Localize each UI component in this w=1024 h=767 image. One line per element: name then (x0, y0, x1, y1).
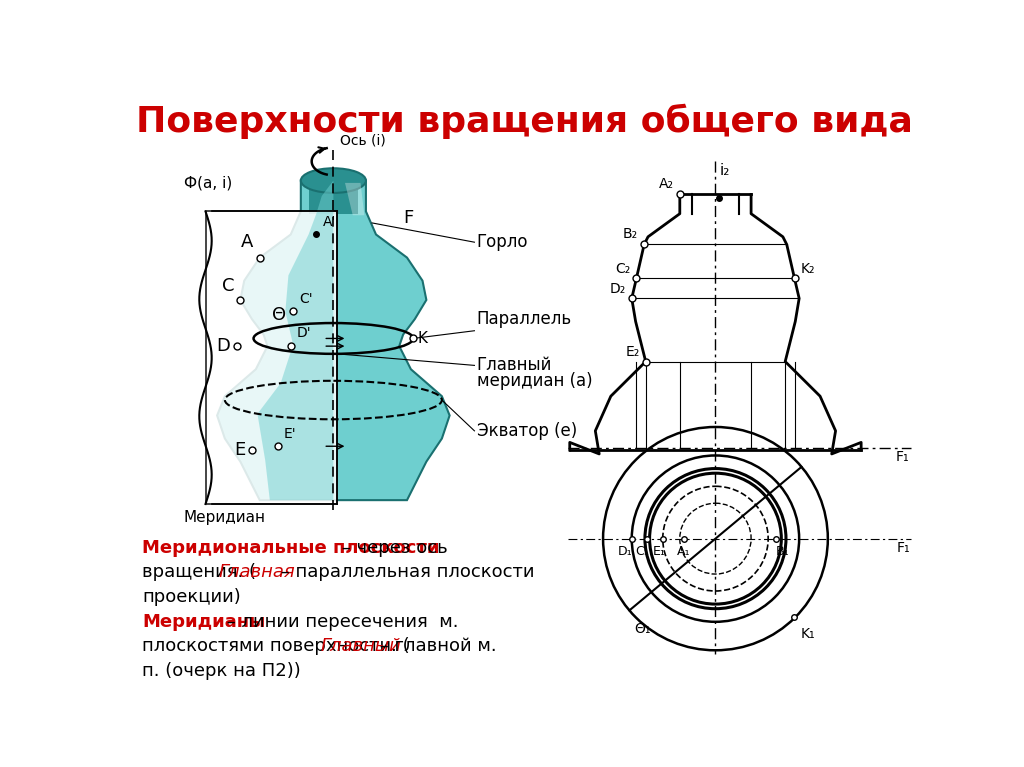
Text: Поверхности вращения общего вида: Поверхности вращения общего вида (136, 104, 913, 139)
Text: F: F (403, 209, 414, 226)
Text: E': E' (284, 427, 296, 441)
Text: – главной м.: – главной м. (374, 637, 497, 655)
Text: A': A' (323, 215, 336, 229)
Text: E₁: E₁ (653, 545, 666, 558)
Text: п. (очерк на П2)): п. (очерк на П2)) (142, 662, 301, 680)
Text: Главный: Главный (477, 357, 552, 374)
Text: Меридиан: Меридиан (183, 509, 266, 525)
Text: D₂: D₂ (609, 282, 626, 296)
Text: A₁: A₁ (677, 545, 690, 558)
Text: Параллель: Параллель (477, 310, 571, 328)
Text: Θ₁: Θ₁ (634, 622, 650, 637)
Text: меридиан (а): меридиан (а) (477, 372, 592, 390)
Polygon shape (217, 180, 450, 500)
Text: Горло: Горло (477, 233, 528, 251)
Text: K₂: K₂ (801, 262, 815, 276)
Text: A₂: A₂ (658, 176, 674, 191)
Polygon shape (345, 183, 365, 216)
Text: Меридиональные плоскости: Меридиональные плоскости (142, 538, 439, 557)
Ellipse shape (301, 168, 366, 193)
Text: C₁: C₁ (636, 545, 649, 558)
Text: Ось (i): Ось (i) (340, 133, 385, 147)
Text: Меридианы: Меридианы (142, 613, 265, 630)
Text: E₂: E₂ (626, 345, 640, 359)
Text: K₁: K₁ (800, 627, 815, 640)
Text: плоскостями поверхности. (: плоскостями поверхности. ( (142, 637, 410, 655)
Text: C': C' (299, 292, 313, 306)
Text: Главная: Главная (219, 563, 296, 581)
Text: D: D (216, 337, 230, 355)
Bar (206, 212, 337, 504)
Text: Ф(а, i): Ф(а, i) (183, 176, 232, 190)
Text: – параллельная плоскости: – параллельная плоскости (275, 563, 535, 581)
Text: – линии пересечения  м.: – линии пересечения м. (221, 613, 459, 630)
Text: – через ось: – через ось (336, 538, 447, 557)
Polygon shape (308, 180, 358, 214)
Text: C₂: C₂ (615, 262, 630, 276)
Text: i₂: i₂ (719, 163, 730, 178)
Text: C: C (221, 278, 234, 295)
Text: Экватор (е): Экватор (е) (477, 422, 577, 439)
Text: F₁: F₁ (896, 450, 909, 464)
Text: D₁: D₁ (618, 545, 633, 558)
Text: B₂: B₂ (623, 227, 638, 241)
Text: F₁: F₁ (897, 541, 910, 555)
Polygon shape (257, 180, 334, 500)
Text: Главный: Главный (321, 637, 401, 655)
Text: A: A (242, 233, 254, 252)
Text: K: K (418, 331, 428, 346)
Text: B₁: B₁ (775, 545, 788, 558)
Text: проекции): проекции) (142, 588, 241, 606)
Text: вращения. (: вращения. ( (142, 563, 256, 581)
Text: D': D' (297, 326, 311, 340)
Text: E: E (234, 441, 246, 459)
Text: Θ: Θ (272, 306, 286, 324)
